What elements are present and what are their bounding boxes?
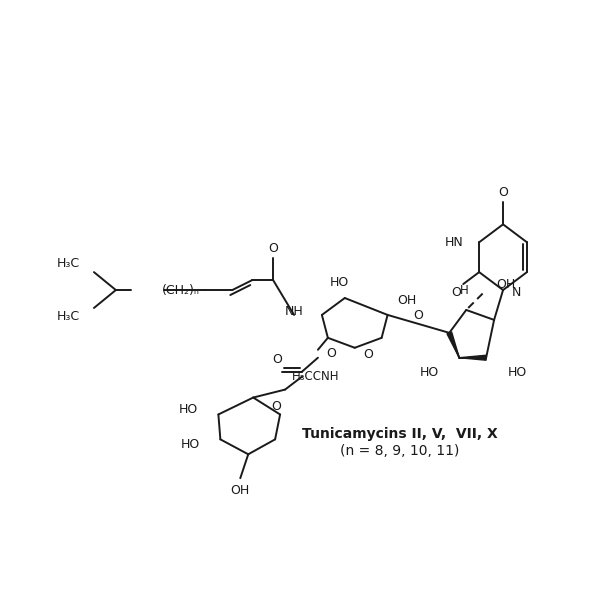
Text: H₃C: H₃C bbox=[57, 257, 80, 269]
Text: NH: NH bbox=[285, 305, 304, 319]
Text: HO: HO bbox=[181, 438, 200, 451]
Text: O: O bbox=[272, 353, 282, 366]
Text: HO: HO bbox=[508, 366, 527, 379]
Text: O: O bbox=[498, 186, 508, 199]
Text: Tunicamycins II, V,  VII, X: Tunicamycins II, V, VII, X bbox=[302, 427, 497, 442]
Text: HO: HO bbox=[330, 275, 349, 289]
Text: H₃CCNH: H₃CCNH bbox=[292, 370, 340, 383]
Text: H: H bbox=[460, 284, 469, 297]
Text: (CH₂)ₙ: (CH₂)ₙ bbox=[161, 284, 199, 296]
Text: HO: HO bbox=[420, 366, 439, 379]
Text: OH: OH bbox=[496, 278, 515, 290]
Text: HO: HO bbox=[179, 403, 199, 416]
Text: O: O bbox=[451, 286, 461, 299]
Polygon shape bbox=[459, 355, 486, 360]
Text: OH: OH bbox=[398, 295, 417, 307]
Text: O: O bbox=[363, 348, 373, 361]
Text: HN: HN bbox=[445, 236, 463, 249]
Text: N: N bbox=[512, 286, 521, 299]
Text: (n = 8, 9, 10, 11): (n = 8, 9, 10, 11) bbox=[340, 444, 459, 458]
Text: O: O bbox=[326, 347, 336, 360]
Text: O: O bbox=[413, 310, 424, 322]
Text: H₃C: H₃C bbox=[57, 310, 80, 323]
Text: OH: OH bbox=[230, 484, 250, 497]
Text: O: O bbox=[272, 400, 281, 413]
Polygon shape bbox=[447, 332, 459, 358]
Text: O: O bbox=[268, 242, 278, 255]
